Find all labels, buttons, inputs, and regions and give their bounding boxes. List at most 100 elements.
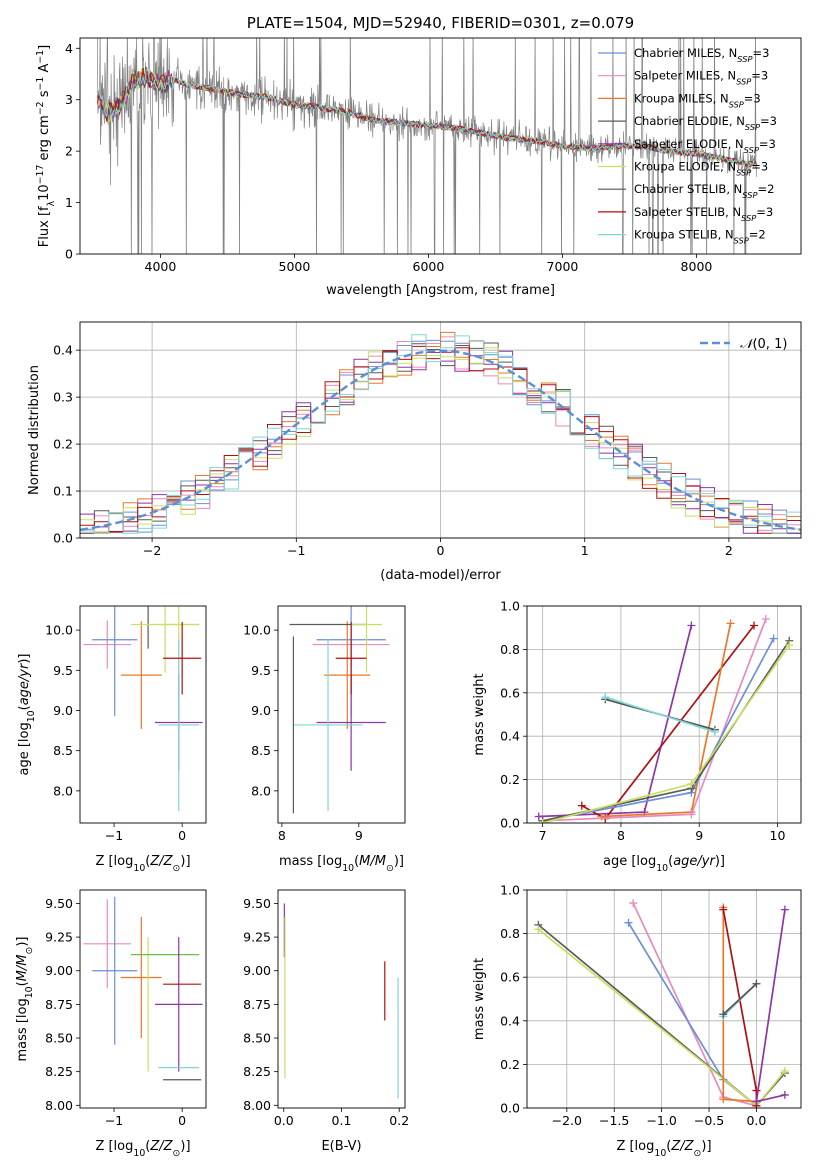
- weight-series: [601, 693, 719, 736]
- weight-marker: [785, 641, 794, 650]
- y-tick-label: 0.6: [500, 685, 520, 700]
- weight-marker: [752, 979, 761, 988]
- weight-marker: [538, 819, 547, 823]
- y-tick-label: 1.0: [500, 599, 520, 614]
- y-tick-label: 8.25: [45, 1064, 73, 1079]
- weight-marker: [534, 812, 543, 821]
- panel-weight_vs_age: 7 8 9 10 0.0 0.2 0.4 0.6 0.8 1.0 mass weight age [l…: [472, 599, 802, 874]
- x-tick-label: 0: [437, 543, 445, 558]
- legend-label: Chabrier STELIB, NSSP=2: [634, 182, 774, 200]
- weight-marker: [534, 925, 543, 934]
- x-tick-label: 4000: [145, 259, 177, 274]
- weight-marker: [624, 918, 633, 927]
- y-axis-label: mass [log10(M/M⊙)]: [15, 937, 35, 1062]
- legend-label: Salpeter MILES, NSSP=3: [634, 69, 768, 87]
- weight-marker: [719, 905, 728, 914]
- x-tick-label: −1: [105, 1113, 123, 1128]
- weight-marker: [780, 1090, 789, 1099]
- y-tick-label: 0.8: [500, 926, 520, 941]
- weight-marker: [769, 634, 778, 643]
- panel-spectrum: 4000 5000 6000 7000 8000 0 1 2 3 4 PLATE=1504, MJD…: [35, 14, 802, 298]
- legend-label: Salpeter STELIB, NSSP=3: [634, 205, 773, 223]
- weight-marker: [761, 615, 770, 624]
- y-tick-label: 0.4: [53, 343, 73, 358]
- y-axis-label: age [log10(age/yr)]: [17, 653, 37, 775]
- weight-line: [605, 696, 716, 733]
- weight-marker: [577, 801, 586, 810]
- x-tick-label: −2: [143, 543, 161, 558]
- error-bar-point: [351, 606, 382, 673]
- y-tick-label: 10.0: [243, 623, 271, 638]
- residuals-y-label: Normed distribution: [27, 365, 42, 495]
- x-tick-label: −2.0: [552, 1113, 582, 1128]
- x-tick-label: 1: [581, 543, 589, 558]
- y-tick-label: 9.00: [45, 963, 73, 978]
- x-tick-label: 0.0: [746, 1113, 766, 1128]
- error-bar-point: [335, 622, 367, 695]
- panel-mass_vs_ebv: 0.0 0.1 0.2 8.00 8.25 8.50 8.75 9.00 9.25 9.50 E(B…: [243, 889, 409, 1154]
- error-bar-point: [158, 638, 200, 811]
- model-spectrum-line: [96, 67, 758, 168]
- error-bar-point: [120, 916, 162, 1039]
- x-tick-label: 6000: [413, 259, 445, 274]
- weight-marker: [687, 810, 696, 819]
- y-tick-label: 8.5: [53, 743, 73, 758]
- y-tick-label: 0.2: [53, 437, 73, 452]
- y-tick-label: 8.50: [45, 1031, 73, 1046]
- x-tick-label: 8000: [681, 259, 713, 274]
- y-tick-label: 0.8: [500, 642, 520, 657]
- panel-age_vs_Z: −1 0 8.0 8.5 9.0 9.5 10.0 Z [log10(Z/Z⊙)] age [l…: [17, 605, 207, 874]
- y-tick-label: 8.75: [45, 997, 73, 1012]
- weight-line: [722, 983, 757, 1015]
- x-axis-label: age [log10(age/yr)]: [603, 854, 725, 874]
- x-tick-label: 0.2: [389, 1113, 409, 1128]
- panel-residuals: −2 −1 0 1 2 0.0 0.1 0.2 0.3 0.4 (data-model)/error…: [27, 321, 802, 583]
- weight-marker: [780, 1066, 789, 1075]
- x-axis-label: E(B-V): [321, 1139, 361, 1154]
- y-tick-label: 0.4: [500, 729, 520, 744]
- residuals-legend: 𝒩(0, 1): [700, 337, 787, 352]
- error-bar-point: [83, 620, 132, 669]
- weight-series: [752, 905, 789, 1106]
- weight-marker: [687, 779, 696, 788]
- spectrum-title: PLATE=1504, MJD=52940, FIBERID=0301, z=0…: [247, 14, 634, 32]
- y-tick-label: 9.50: [45, 896, 73, 911]
- y-tick-label: 8.50: [243, 1031, 271, 1046]
- mass_vs_ebv-frame: [277, 889, 406, 1109]
- y-tick-label: 8.75: [243, 997, 271, 1012]
- legend-label: Kroupa ELODIE, NSSP=3: [634, 160, 768, 178]
- weight-marker: [719, 1010, 728, 1019]
- y-tick-label: 0.3: [53, 390, 73, 405]
- error-bar-point: [163, 622, 202, 695]
- panel-mass_vs_Z: −1 0 8.00 8.25 8.50 8.75 9.00 9.25 9.50 Z [log10(…: [15, 889, 207, 1159]
- weight-marker: [687, 621, 696, 630]
- x-tick-label: −0.5: [694, 1113, 724, 1128]
- weight-marker: [601, 693, 610, 702]
- weight-marker: [710, 727, 719, 736]
- y-tick-label: 4: [65, 41, 73, 56]
- weight-marker: [750, 621, 759, 630]
- weight-series: [719, 979, 761, 1019]
- y-tick-label: 0.1: [53, 484, 73, 499]
- gaussian-curve: [80, 349, 801, 531]
- y-tick-label: 3: [65, 92, 73, 107]
- x-tick-label: −1.5: [599, 1113, 629, 1128]
- x-tick-label: 7000: [547, 259, 579, 274]
- y-tick-label: 9.25: [45, 930, 73, 945]
- x-tick-label: −1: [287, 543, 305, 558]
- error-bar-point: [92, 606, 138, 717]
- age_vs_mass-frame: [277, 605, 406, 824]
- x-tick-label: −1.0: [646, 1113, 676, 1128]
- x-tick-label: 5000: [279, 259, 311, 274]
- y-tick-label: 0.0: [500, 1101, 520, 1116]
- y-tick-label: 2: [65, 144, 73, 159]
- y-tick-label: 8.0: [251, 783, 271, 798]
- error-bar-point: [120, 621, 162, 729]
- age_vs_Z-frame: [79, 605, 207, 824]
- legend-label: Chabrier MILES, NSSP=3: [634, 46, 769, 64]
- weight-line: [538, 625, 693, 818]
- y-tick-label: 1: [65, 195, 73, 210]
- legend-label: 𝒩(0, 1): [740, 337, 787, 352]
- x-tick-label: 8: [617, 828, 625, 843]
- x-axis-label: Z [log10(Z/Z⊙)]: [616, 1139, 711, 1159]
